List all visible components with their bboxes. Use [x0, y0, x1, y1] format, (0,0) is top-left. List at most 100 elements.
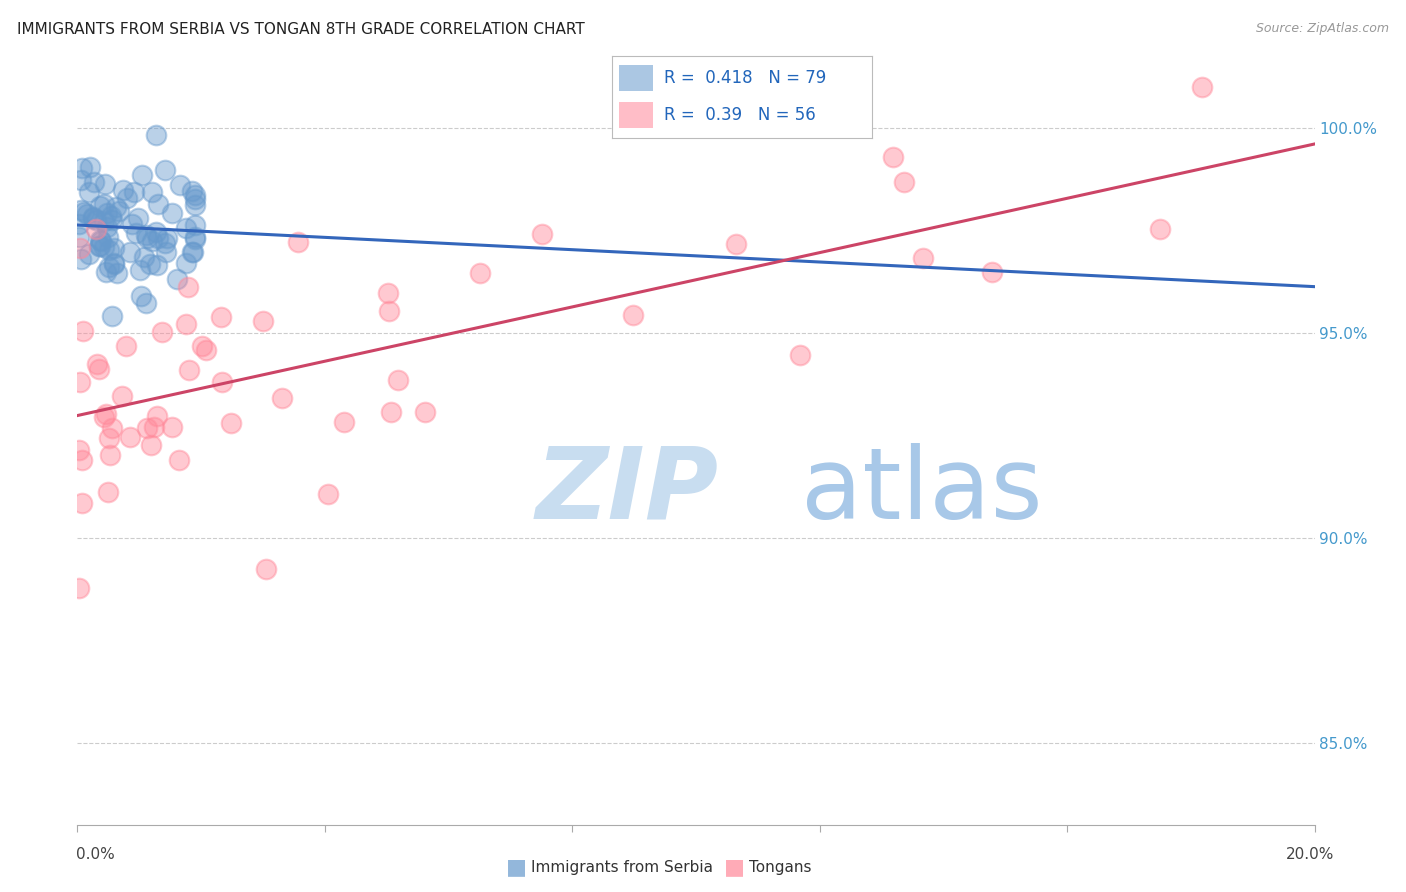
Point	[121, 217, 143, 231]
Text: 0.0%: 0.0%	[76, 847, 115, 862]
Point	[103, 241, 125, 255]
Point	[84, 222, 107, 236]
Bar	[620, 65, 654, 92]
Point	[93, 240, 115, 254]
Point	[135, 231, 157, 245]
Point	[108, 204, 131, 219]
Bar	[620, 103, 654, 128]
Point	[160, 206, 183, 220]
Point	[67, 442, 90, 457]
Point	[148, 231, 170, 245]
Text: Immigrants from Serbia: Immigrants from Serbia	[531, 860, 713, 874]
Point	[111, 183, 134, 197]
Point	[287, 235, 309, 250]
Point	[94, 407, 117, 421]
Point	[380, 405, 402, 419]
Text: ZIP: ZIP	[536, 443, 718, 540]
Point	[105, 266, 128, 280]
Point	[150, 325, 173, 339]
Point	[72, 453, 94, 467]
Point	[316, 486, 339, 500]
Text: ■: ■	[724, 857, 745, 877]
Point	[531, 227, 554, 241]
Point	[912, 252, 935, 266]
Point	[77, 185, 100, 199]
Point	[127, 211, 149, 225]
Point	[135, 296, 157, 310]
Point	[181, 184, 204, 198]
Point	[135, 228, 157, 243]
Point	[209, 310, 232, 324]
Point	[98, 260, 121, 274]
Point	[82, 210, 104, 224]
Point	[129, 289, 152, 303]
Point	[190, 338, 212, 352]
Point	[79, 160, 101, 174]
Text: ■: ■	[506, 857, 527, 877]
Text: atlas: atlas	[801, 443, 1043, 540]
Text: R =  0.418   N = 79: R = 0.418 N = 79	[664, 70, 825, 87]
Point	[86, 357, 108, 371]
Point	[98, 449, 121, 463]
Point	[139, 258, 162, 272]
Point	[73, 204, 96, 219]
Point	[90, 234, 112, 248]
Point	[89, 239, 111, 253]
Point	[100, 309, 122, 323]
Point	[184, 232, 207, 246]
Point	[254, 562, 277, 576]
Point	[142, 419, 165, 434]
Text: Tongans: Tongans	[749, 860, 811, 874]
Point	[180, 245, 202, 260]
Point	[93, 409, 115, 424]
Point	[115, 339, 138, 353]
Point	[93, 214, 115, 228]
Point	[82, 211, 104, 225]
Point	[882, 150, 904, 164]
Point	[789, 347, 811, 361]
Point	[724, 236, 747, 251]
Point	[103, 255, 125, 269]
Point	[70, 252, 93, 266]
Point	[184, 230, 207, 244]
Text: Source: ZipAtlas.com: Source: ZipAtlas.com	[1256, 22, 1389, 36]
Point	[96, 206, 118, 220]
Point	[145, 225, 167, 239]
Point	[89, 362, 111, 376]
Point	[125, 226, 148, 240]
Point	[387, 373, 409, 387]
Point	[100, 212, 122, 227]
Point	[97, 243, 120, 257]
Point	[97, 484, 120, 499]
Point	[134, 250, 156, 264]
Point	[153, 162, 176, 177]
Point	[252, 314, 274, 328]
Point	[184, 187, 207, 202]
Point	[70, 495, 93, 509]
Point	[167, 453, 190, 467]
Point	[468, 266, 491, 280]
Point	[177, 363, 200, 377]
Point	[87, 239, 110, 253]
Point	[94, 265, 117, 279]
Point	[97, 230, 120, 244]
Point	[156, 231, 179, 245]
Point	[981, 265, 1004, 279]
Text: 20.0%: 20.0%	[1286, 847, 1334, 862]
Point	[1149, 222, 1171, 236]
Point	[176, 221, 198, 235]
Point	[141, 234, 163, 248]
Point	[69, 376, 91, 390]
Point	[195, 343, 218, 357]
Point	[70, 161, 93, 175]
Point	[893, 175, 915, 189]
Point	[139, 438, 162, 452]
Point	[621, 308, 644, 322]
Point	[77, 247, 100, 261]
Point	[166, 272, 188, 286]
Point	[70, 173, 93, 187]
Point	[181, 244, 204, 259]
Point	[129, 263, 152, 277]
Point	[69, 202, 91, 217]
Point	[98, 431, 121, 445]
